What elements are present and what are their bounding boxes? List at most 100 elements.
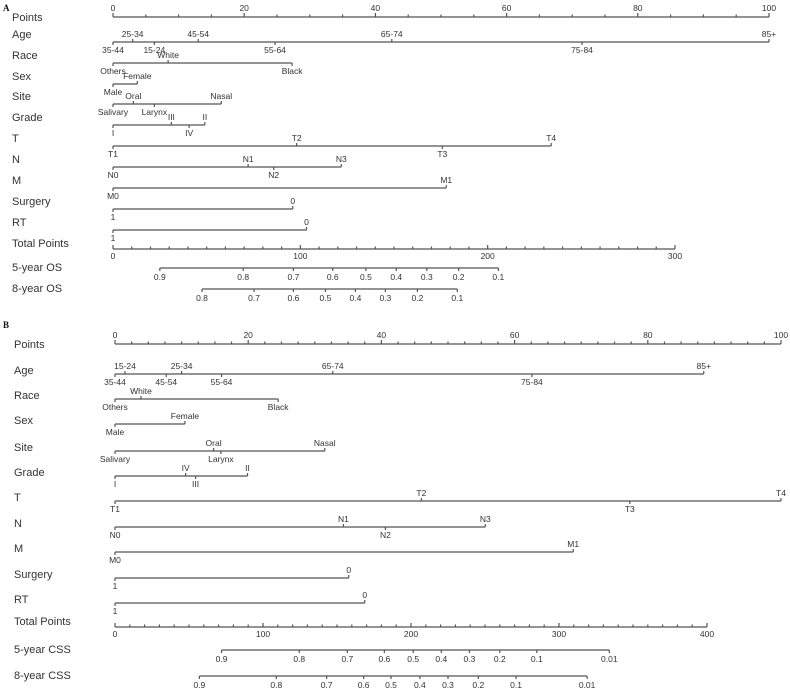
level-label: T2 (416, 488, 426, 498)
level-label: N0 (110, 530, 121, 540)
total-tick-label: 0 (111, 251, 116, 261)
probability-tick-label: 0.1 (451, 293, 463, 303)
level-label: 75-84 (521, 377, 543, 387)
level-label: IV (182, 463, 190, 473)
level-label: Oral (125, 91, 141, 101)
level-label: 15-24 (143, 45, 165, 55)
probability-tick-label: 0.01 (601, 654, 618, 664)
total-points-axis: Total Points 0 100 200 300 400 (14, 616, 714, 639)
probability-tick-label: 0.5 (407, 654, 419, 664)
level-label: 0 (304, 217, 309, 227)
level-label: Black (268, 402, 290, 412)
level-label: Salivary (98, 107, 129, 117)
level-label: 65-74 (322, 361, 344, 371)
level-label: N2 (380, 530, 391, 540)
points-tick-label: 100 (774, 330, 788, 340)
level-label: 1 (113, 606, 118, 616)
level-label: M0 (107, 191, 119, 201)
level-label: 35-44 (104, 377, 126, 387)
row-label: Race (14, 390, 40, 402)
probability-tick-label: 0.6 (327, 272, 339, 282)
variable-m: M M0 M1 (12, 175, 452, 201)
row-label: Total Points (14, 616, 71, 628)
total-tick-label: 100 (256, 629, 270, 639)
probability-axis-5-year-css: 5-year CSS 0.9 0.8 0.7 0.6 0.5 0.4 0.3 0.2 0.1 0.0… (14, 644, 618, 664)
level-label: IV (185, 128, 193, 138)
row-label: M (12, 175, 21, 187)
level-label: 1 (111, 233, 116, 243)
probability-tick-label: 0.6 (287, 293, 299, 303)
probability-tick-label: 0.7 (341, 654, 353, 664)
level-label: T1 (108, 149, 118, 159)
row-label: Sex (14, 415, 33, 427)
points-tick-label: 20 (243, 330, 253, 340)
probability-axis-8-year-css: 8-year CSS 0.9 0.8 0.7 0.6 0.5 0.4 0.3 0.2 0.1 0.0… (14, 670, 596, 690)
probability-tick-label: 0.01 (579, 680, 596, 690)
level-label: T3 (625, 504, 635, 514)
row-label: RT (14, 594, 29, 606)
level-label: 35-44 (102, 45, 124, 55)
row-label: Total Points (12, 238, 69, 250)
row-label: Site (12, 91, 31, 103)
row-label: Sex (12, 71, 31, 83)
probability-tick-label: 0.5 (385, 680, 397, 690)
level-label: Male (106, 427, 125, 437)
points-tick-label: 20 (239, 3, 249, 13)
variable-n: N N0 N1 N2 N3 (14, 514, 491, 540)
row-label: N (14, 518, 22, 530)
level-label: III (192, 479, 199, 489)
probability-tick-label: 0.6 (378, 654, 390, 664)
level-label: 1 (111, 212, 116, 222)
level-label: M1 (440, 175, 452, 185)
row-label: Points (14, 339, 45, 351)
level-label: Others (100, 66, 126, 76)
level-label: 45-54 (187, 29, 209, 39)
level-label: II (245, 463, 250, 473)
level-label: N1 (338, 514, 349, 524)
row-label: M (14, 543, 23, 555)
points-tick-label: 40 (377, 330, 387, 340)
points-tick-label: 60 (502, 3, 512, 13)
level-label: Nasal (210, 91, 232, 101)
total-tick-label: 200 (404, 629, 418, 639)
level-label: Nasal (314, 438, 336, 448)
level-label: White (157, 50, 179, 60)
row-label: Age (14, 365, 34, 377)
row-label: 8-year OS (12, 283, 62, 295)
probability-tick-label: 0.8 (237, 272, 249, 282)
probability-tick-label: 0.1 (531, 654, 543, 664)
probability-tick-label: 0.4 (390, 272, 402, 282)
row-label: N (12, 154, 20, 166)
probability-axis-8-year-os: 8-year OS 0.8 0.7 0.6 0.5 0.4 0.3 0.2 0.1 (12, 283, 463, 303)
level-label: N3 (480, 514, 491, 524)
level-label: Larynx (142, 107, 168, 117)
probability-tick-label: 0.5 (320, 293, 332, 303)
level-label: 0 (346, 565, 351, 575)
probability-tick-label: 0.4 (414, 680, 426, 690)
level-label: White (130, 386, 152, 396)
level-label: M1 (567, 539, 579, 549)
level-label: 65-74 (381, 29, 403, 39)
level-label: Female (123, 71, 152, 81)
probability-tick-label: 0.7 (321, 680, 333, 690)
level-label: 55-64 (211, 377, 233, 387)
variable-n: N N0 N1 N2 N3 (12, 154, 347, 180)
row-label: Age (12, 29, 32, 41)
row-label: Surgery (12, 196, 51, 208)
probability-tick-label: 0.9 (216, 654, 228, 664)
variable-rt: RT 1 0 (12, 217, 309, 243)
variable-age: Age 35-44 25-34 15-24 45-54 55-64 65-74 75-84 85… (12, 29, 776, 55)
level-label: Black (282, 66, 304, 76)
probability-tick-label: 0.2 (453, 272, 465, 282)
row-label: 5-year OS (12, 262, 62, 274)
points-axis: Points 0 20 40 60 80 100 (12, 3, 776, 24)
level-label: T2 (292, 133, 302, 143)
level-label: II (202, 112, 207, 122)
points-tick-label: 100 (762, 3, 776, 13)
probability-tick-label: 0.9 (193, 680, 205, 690)
total-tick-label: 300 (552, 629, 566, 639)
variable-t: T T1 T2 T3 T4 (12, 133, 556, 159)
probability-tick-label: 0.3 (464, 654, 476, 664)
